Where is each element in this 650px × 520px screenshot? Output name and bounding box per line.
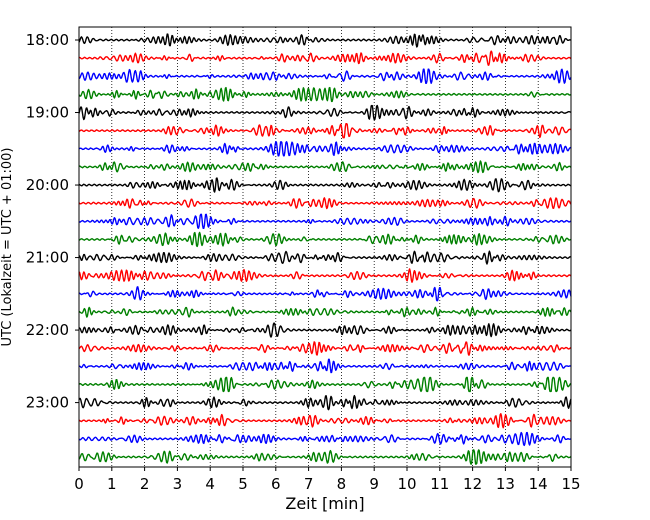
y-axis-label: UTC (Lokalzeit = UTC + 01:00) (0, 148, 15, 347)
seismic-trace (78, 104, 572, 121)
y-tick-label: 22:00 (26, 321, 69, 339)
x-tick-label: 10 (397, 475, 416, 493)
seismic-trace (78, 413, 572, 429)
y-tick-label: 18:00 (26, 31, 69, 49)
x-tick-label: 14 (529, 475, 548, 493)
seismic-trace (78, 268, 572, 283)
seismic-trace (78, 177, 572, 193)
seismic-trace (78, 122, 572, 139)
seismic-trace (78, 394, 572, 411)
seismic-trace (78, 250, 572, 265)
x-tick-label: 11 (430, 475, 449, 493)
plot-frame (78, 26, 572, 468)
x-tick-label: 6 (271, 475, 281, 493)
seismic-trace (78, 141, 572, 157)
x-tick-label: 13 (496, 475, 515, 493)
seismic-trace (78, 33, 572, 48)
seismic-trace (78, 358, 572, 374)
x-tick-label: 4 (205, 475, 215, 493)
seismic-trace (78, 376, 572, 393)
x-tick-label: 5 (238, 475, 248, 493)
x-tick-label: 8 (337, 475, 347, 493)
seismic-trace (78, 50, 572, 66)
seismic-trace (78, 306, 572, 318)
x-axis: 0 1 2 3 4 5 6 7 8 9 10 11 12 13 14 15 (74, 467, 581, 493)
x-tick-label: 3 (173, 475, 183, 493)
y-tick-label: 20:00 (26, 176, 69, 194)
seismic-trace (78, 322, 572, 338)
y-axis: 18:00 19:00 20:00 21:00 22:00 23:00 (26, 31, 79, 412)
x-tick-label: 9 (369, 475, 379, 493)
seismic-trace (78, 231, 572, 248)
seismic-trace (78, 213, 572, 229)
x-axis-label: Zeit [min] (285, 494, 364, 513)
seismic-trace (78, 449, 572, 465)
x-tick-label: 15 (561, 475, 580, 493)
seismic-trace (78, 286, 572, 302)
x-tick-label: 7 (304, 475, 314, 493)
y-tick-label: 19:00 (26, 104, 69, 122)
seismic-trace (78, 86, 572, 103)
x-tick-label: 0 (74, 475, 84, 493)
y-tick-label: 21:00 (26, 249, 69, 267)
seismic-trace (78, 197, 572, 210)
x-tick-label: 2 (140, 475, 150, 493)
x-tick-label: 12 (463, 475, 482, 493)
grid-lines (111, 27, 539, 467)
seismic-trace (78, 431, 572, 447)
seismic-trace (78, 160, 572, 174)
seismic-trace (78, 341, 572, 356)
x-tick-label: 1 (107, 475, 117, 493)
y-tick-label: 23:00 (26, 394, 69, 412)
seismic-trace (78, 68, 572, 84)
trace-series (78, 33, 572, 465)
